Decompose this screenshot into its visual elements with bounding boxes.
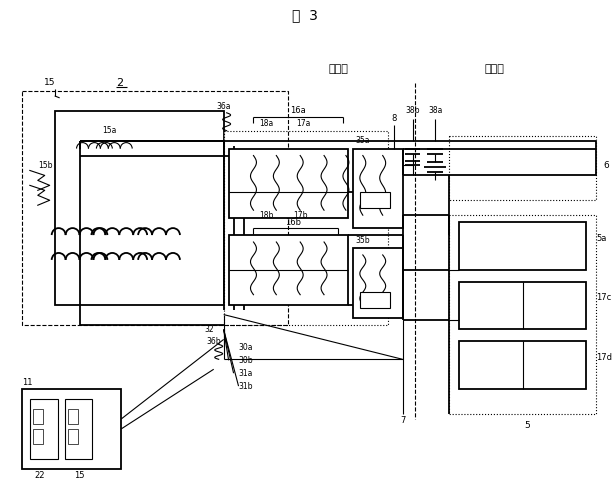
Bar — [22, 91, 288, 325]
Bar — [68, 409, 77, 424]
Text: 35b: 35b — [356, 236, 370, 244]
Text: 5: 5 — [524, 422, 530, 430]
Text: 車体側: 車体側 — [484, 64, 504, 74]
Bar — [68, 429, 77, 444]
Text: 31a: 31a — [239, 369, 253, 378]
Text: 18a: 18a — [259, 119, 273, 128]
Text: 31b: 31b — [239, 382, 253, 390]
Bar — [228, 148, 348, 218]
Text: 7: 7 — [400, 416, 405, 426]
Bar — [55, 111, 223, 305]
Bar — [353, 148, 403, 228]
Text: 30a: 30a — [239, 343, 253, 352]
Text: 15a: 15a — [102, 126, 117, 135]
Text: 11: 11 — [22, 378, 33, 386]
Text: 2: 2 — [115, 78, 123, 88]
Text: 36b: 36b — [206, 337, 220, 346]
Text: 17b: 17b — [293, 211, 308, 220]
Text: 38a: 38a — [428, 106, 443, 115]
Text: 36a: 36a — [216, 102, 231, 111]
Bar — [30, 399, 58, 459]
Text: 32: 32 — [204, 325, 214, 334]
Text: 図  3: 図 3 — [292, 8, 318, 22]
Text: 8: 8 — [391, 114, 396, 123]
Bar — [459, 282, 586, 329]
Text: 6: 6 — [604, 161, 609, 170]
Text: 17a: 17a — [296, 119, 310, 128]
Text: 17c: 17c — [596, 293, 612, 302]
Bar — [449, 136, 596, 200]
Bar — [459, 342, 586, 389]
Bar — [360, 292, 390, 307]
Text: 35a: 35a — [356, 136, 370, 145]
Bar — [22, 389, 122, 468]
Text: 15b: 15b — [38, 161, 52, 170]
Text: 38b: 38b — [405, 106, 420, 115]
Text: 5a: 5a — [596, 234, 607, 243]
Text: 15: 15 — [44, 79, 55, 87]
Text: 22: 22 — [34, 471, 45, 480]
Text: 15: 15 — [74, 471, 85, 480]
Bar — [223, 131, 387, 325]
Bar — [353, 248, 403, 318]
Text: 車輪側: 車輪側 — [328, 64, 348, 74]
Bar — [459, 222, 586, 270]
Text: 18b: 18b — [259, 211, 274, 220]
Bar — [449, 215, 596, 414]
Bar — [33, 409, 43, 424]
Bar — [33, 429, 43, 444]
Text: 30b: 30b — [239, 356, 253, 365]
Bar — [228, 235, 348, 305]
Bar — [360, 192, 390, 208]
Text: 17d: 17d — [596, 353, 612, 362]
Text: 16a: 16a — [290, 106, 306, 115]
Bar — [64, 399, 93, 459]
Text: 16b: 16b — [286, 218, 301, 226]
